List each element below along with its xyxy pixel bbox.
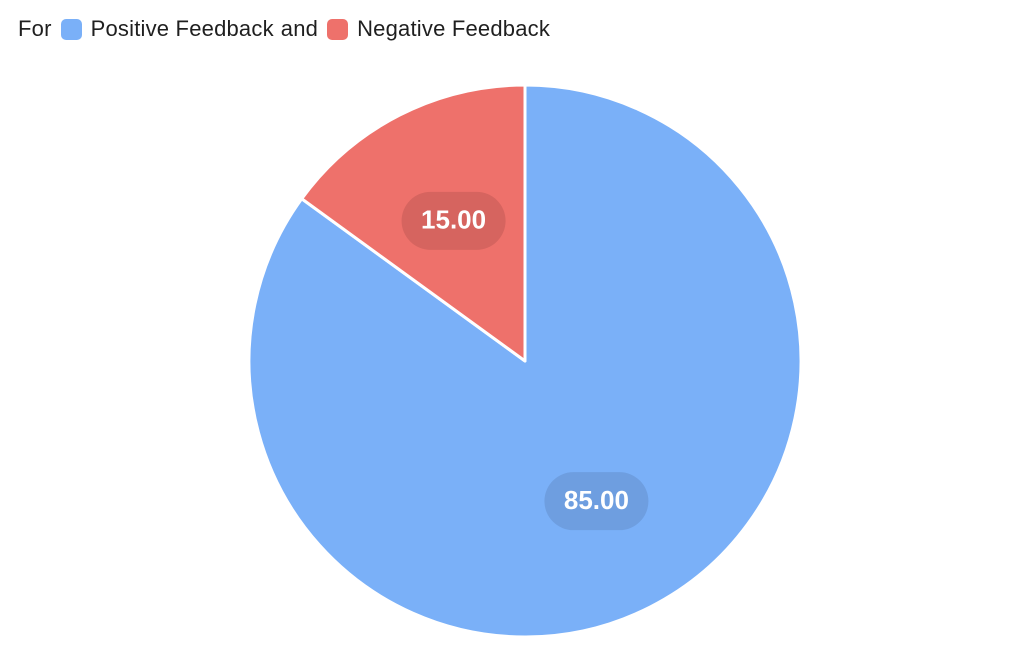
chart-legend: For Positive Feedback and Negative Feedb…: [18, 14, 550, 44]
legend-prefix: For: [18, 16, 52, 41]
pie-value-labels: 85.00 15.00: [401, 191, 649, 531]
pie-slices: [247, 83, 803, 639]
legend-swatch-negative: [327, 18, 349, 40]
legend-label-negative: Negative Feedback: [357, 16, 551, 41]
value-label-positive-feedback: 85.00: [544, 472, 649, 531]
value-label-bg: [544, 472, 649, 531]
value-label-negative-feedback: 15.00: [401, 191, 506, 250]
legend-label-positive: Positive Feedback: [90, 16, 274, 41]
value-label-text: 85.00: [564, 485, 629, 515]
legend-connector: and: [280, 16, 319, 41]
legend-swatch-positive: [60, 18, 82, 40]
value-label-bg: [401, 191, 506, 250]
value-label-text: 15.00: [421, 205, 486, 235]
